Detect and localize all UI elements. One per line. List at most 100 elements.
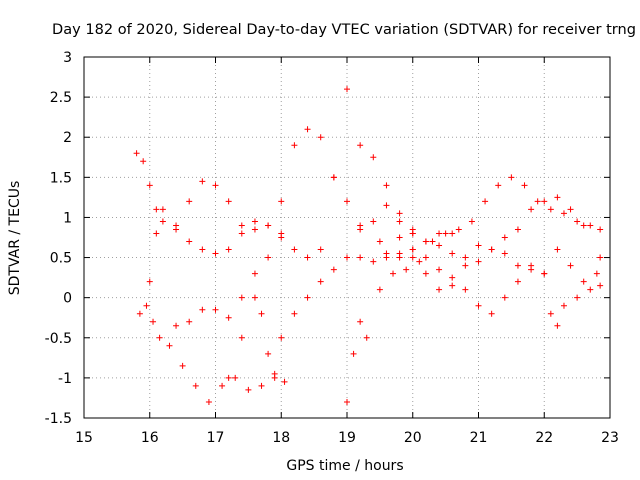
data-point — [238, 334, 245, 341]
data-point — [436, 266, 443, 273]
data-point — [225, 198, 232, 205]
data-point — [225, 374, 232, 381]
data-point — [541, 270, 548, 277]
data-point — [150, 318, 157, 325]
data-point — [370, 258, 377, 265]
data-point — [488, 310, 495, 317]
x-axis-label: GPS time / hours — [286, 458, 403, 474]
data-point — [396, 218, 403, 225]
data-point — [587, 222, 594, 229]
data-point — [304, 126, 311, 133]
y-tick-label: 3 — [63, 50, 72, 66]
data-point — [462, 254, 469, 261]
data-point — [541, 198, 548, 205]
data-point — [166, 342, 173, 349]
x-tick-label: 21 — [470, 430, 488, 446]
data-point — [245, 386, 252, 393]
data-point — [449, 250, 456, 257]
data-point — [146, 182, 153, 189]
data-point — [587, 286, 594, 293]
y-tick-label: 0 — [63, 291, 72, 307]
data-point — [265, 222, 272, 229]
data-point — [547, 310, 554, 317]
data-point — [143, 302, 150, 309]
data-point — [560, 302, 567, 309]
data-point — [482, 198, 489, 205]
data-point — [501, 234, 508, 241]
series-track-b — [136, 302, 288, 405]
data-point — [597, 282, 604, 289]
data-point — [475, 242, 482, 249]
data-point — [442, 230, 449, 237]
data-point — [225, 246, 232, 253]
data-point — [330, 174, 337, 181]
data-point — [580, 222, 587, 229]
data-point — [153, 206, 160, 213]
data-point — [554, 322, 561, 329]
data-point — [232, 374, 239, 381]
y-tick-label: -0.5 — [45, 331, 72, 347]
data-point — [468, 218, 475, 225]
data-point — [396, 254, 403, 261]
data-point — [528, 262, 535, 269]
data-point — [383, 202, 390, 209]
series-track-f — [344, 174, 604, 405]
x-tick-label: 23 — [601, 430, 619, 446]
data-point — [574, 218, 581, 225]
data-point — [383, 250, 390, 257]
y-tick-label: -1 — [58, 371, 72, 387]
data-point — [390, 270, 397, 277]
series-track-h — [409, 246, 604, 329]
data-point — [449, 274, 456, 281]
data-point — [199, 178, 206, 185]
x-tick-label: 16 — [141, 430, 159, 446]
series-track-e — [225, 230, 456, 381]
data-points — [133, 86, 604, 405]
data-point — [136, 310, 143, 317]
data-point — [344, 86, 350, 93]
data-point — [304, 294, 311, 301]
data-point — [357, 318, 364, 325]
data-point — [383, 182, 390, 189]
data-point — [409, 254, 416, 261]
data-point — [403, 266, 410, 273]
data-point — [330, 266, 337, 273]
data-point — [514, 278, 521, 285]
chart-title: Day 182 of 2020, Sidereal Day-to-day VTE… — [52, 22, 636, 38]
data-point — [291, 310, 298, 317]
data-point — [344, 398, 350, 405]
x-tick-label: 22 — [535, 430, 553, 446]
data-point — [436, 242, 443, 249]
data-point — [258, 382, 265, 389]
data-point — [225, 314, 232, 321]
data-point — [554, 194, 561, 201]
data-point — [475, 302, 482, 309]
data-point — [462, 262, 469, 269]
data-point — [376, 238, 383, 245]
data-point — [475, 258, 482, 265]
data-point — [251, 270, 258, 277]
x-tick-label: 18 — [272, 430, 290, 446]
data-point — [422, 238, 429, 245]
data-point — [436, 230, 443, 237]
data-point — [462, 286, 469, 293]
data-point — [436, 286, 443, 293]
data-point — [265, 350, 272, 357]
data-point — [449, 282, 456, 289]
data-point — [376, 286, 383, 293]
y-axis-label: SDTVAR / TECUs — [7, 181, 23, 296]
data-point — [251, 218, 258, 225]
data-point — [212, 182, 219, 189]
data-point — [597, 226, 604, 233]
data-point — [593, 270, 600, 277]
data-point — [488, 246, 495, 253]
data-point — [344, 198, 350, 205]
data-point — [199, 306, 206, 313]
data-point — [212, 306, 219, 313]
data-point — [304, 254, 311, 261]
data-point — [501, 250, 508, 257]
data-point — [173, 322, 180, 329]
y-tick-label: 1.5 — [50, 170, 72, 186]
